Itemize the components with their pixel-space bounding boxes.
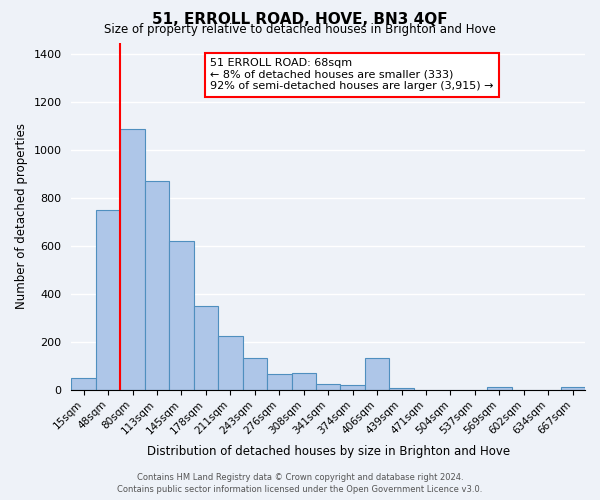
Text: Size of property relative to detached houses in Brighton and Hove: Size of property relative to detached ho… xyxy=(104,22,496,36)
Bar xyxy=(96,210,121,390)
X-axis label: Distribution of detached houses by size in Brighton and Hove: Distribution of detached houses by size … xyxy=(146,444,510,458)
Y-axis label: Number of detached properties: Number of detached properties xyxy=(15,123,28,309)
Text: Contains HM Land Registry data © Crown copyright and database right 2024.
Contai: Contains HM Land Registry data © Crown c… xyxy=(118,472,482,494)
Bar xyxy=(145,182,169,390)
Bar xyxy=(389,388,414,390)
Bar xyxy=(292,373,316,390)
Bar xyxy=(121,128,145,390)
Bar xyxy=(316,384,340,390)
Bar xyxy=(365,358,389,390)
Bar xyxy=(560,387,585,390)
Bar xyxy=(169,241,194,390)
Bar xyxy=(218,336,242,390)
Bar xyxy=(71,378,96,390)
Text: 51, ERROLL ROAD, HOVE, BN3 4QF: 51, ERROLL ROAD, HOVE, BN3 4QF xyxy=(152,12,448,28)
Bar xyxy=(242,358,267,390)
Bar xyxy=(487,387,512,390)
Text: 51 ERROLL ROAD: 68sqm
← 8% of detached houses are smaller (333)
92% of semi-deta: 51 ERROLL ROAD: 68sqm ← 8% of detached h… xyxy=(210,58,494,92)
Bar xyxy=(194,306,218,390)
Bar xyxy=(267,374,292,390)
Bar xyxy=(340,386,365,390)
